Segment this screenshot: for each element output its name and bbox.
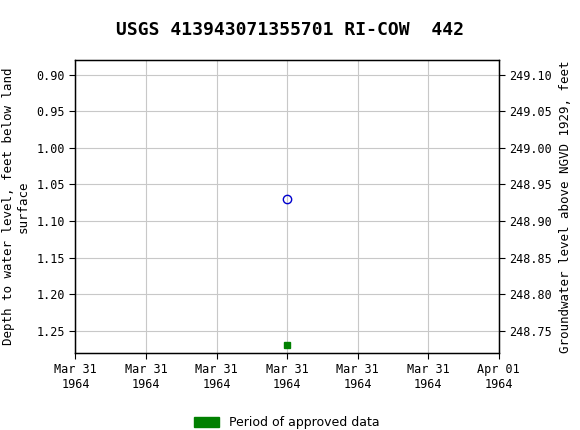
Y-axis label: Groundwater level above NGVD 1929, feet: Groundwater level above NGVD 1929, feet bbox=[559, 60, 572, 353]
Y-axis label: Depth to water level, feet below land
surface: Depth to water level, feet below land su… bbox=[2, 68, 30, 345]
Text: ╲USGS: ╲USGS bbox=[12, 9, 66, 30]
Legend: Period of approved data: Period of approved data bbox=[189, 411, 385, 430]
Text: USGS 413943071355701 RI-COW  442: USGS 413943071355701 RI-COW 442 bbox=[116, 21, 464, 39]
